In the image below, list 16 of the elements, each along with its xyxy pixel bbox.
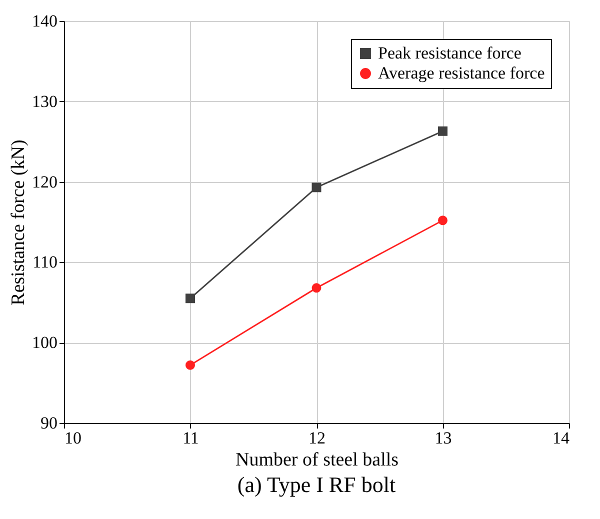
legend-label: Average resistance force xyxy=(378,64,545,82)
x-tick-label: 10 xyxy=(64,428,82,448)
x-axis-title: Number of steel balls xyxy=(235,450,399,470)
y-axis-title: Resistance force (kN) xyxy=(8,140,29,306)
y-tick-label: 120 xyxy=(32,172,58,192)
text: (a) Type I RF bolt xyxy=(237,472,396,497)
y-tick-label: 90 xyxy=(40,414,58,432)
x-tick-label: 11 xyxy=(182,428,199,448)
y-tick-label: 140 xyxy=(32,12,58,30)
y-tick-label: 130 xyxy=(32,92,58,111)
x-tick-label: 14 xyxy=(552,428,570,448)
legend-label: Peak resistance force xyxy=(378,44,522,62)
x-tick-label: 13 xyxy=(434,428,452,448)
y-tick-label: 110 xyxy=(32,252,58,272)
x-tick-label: 12 xyxy=(308,428,326,448)
y-tick-label: 100 xyxy=(32,333,58,352)
